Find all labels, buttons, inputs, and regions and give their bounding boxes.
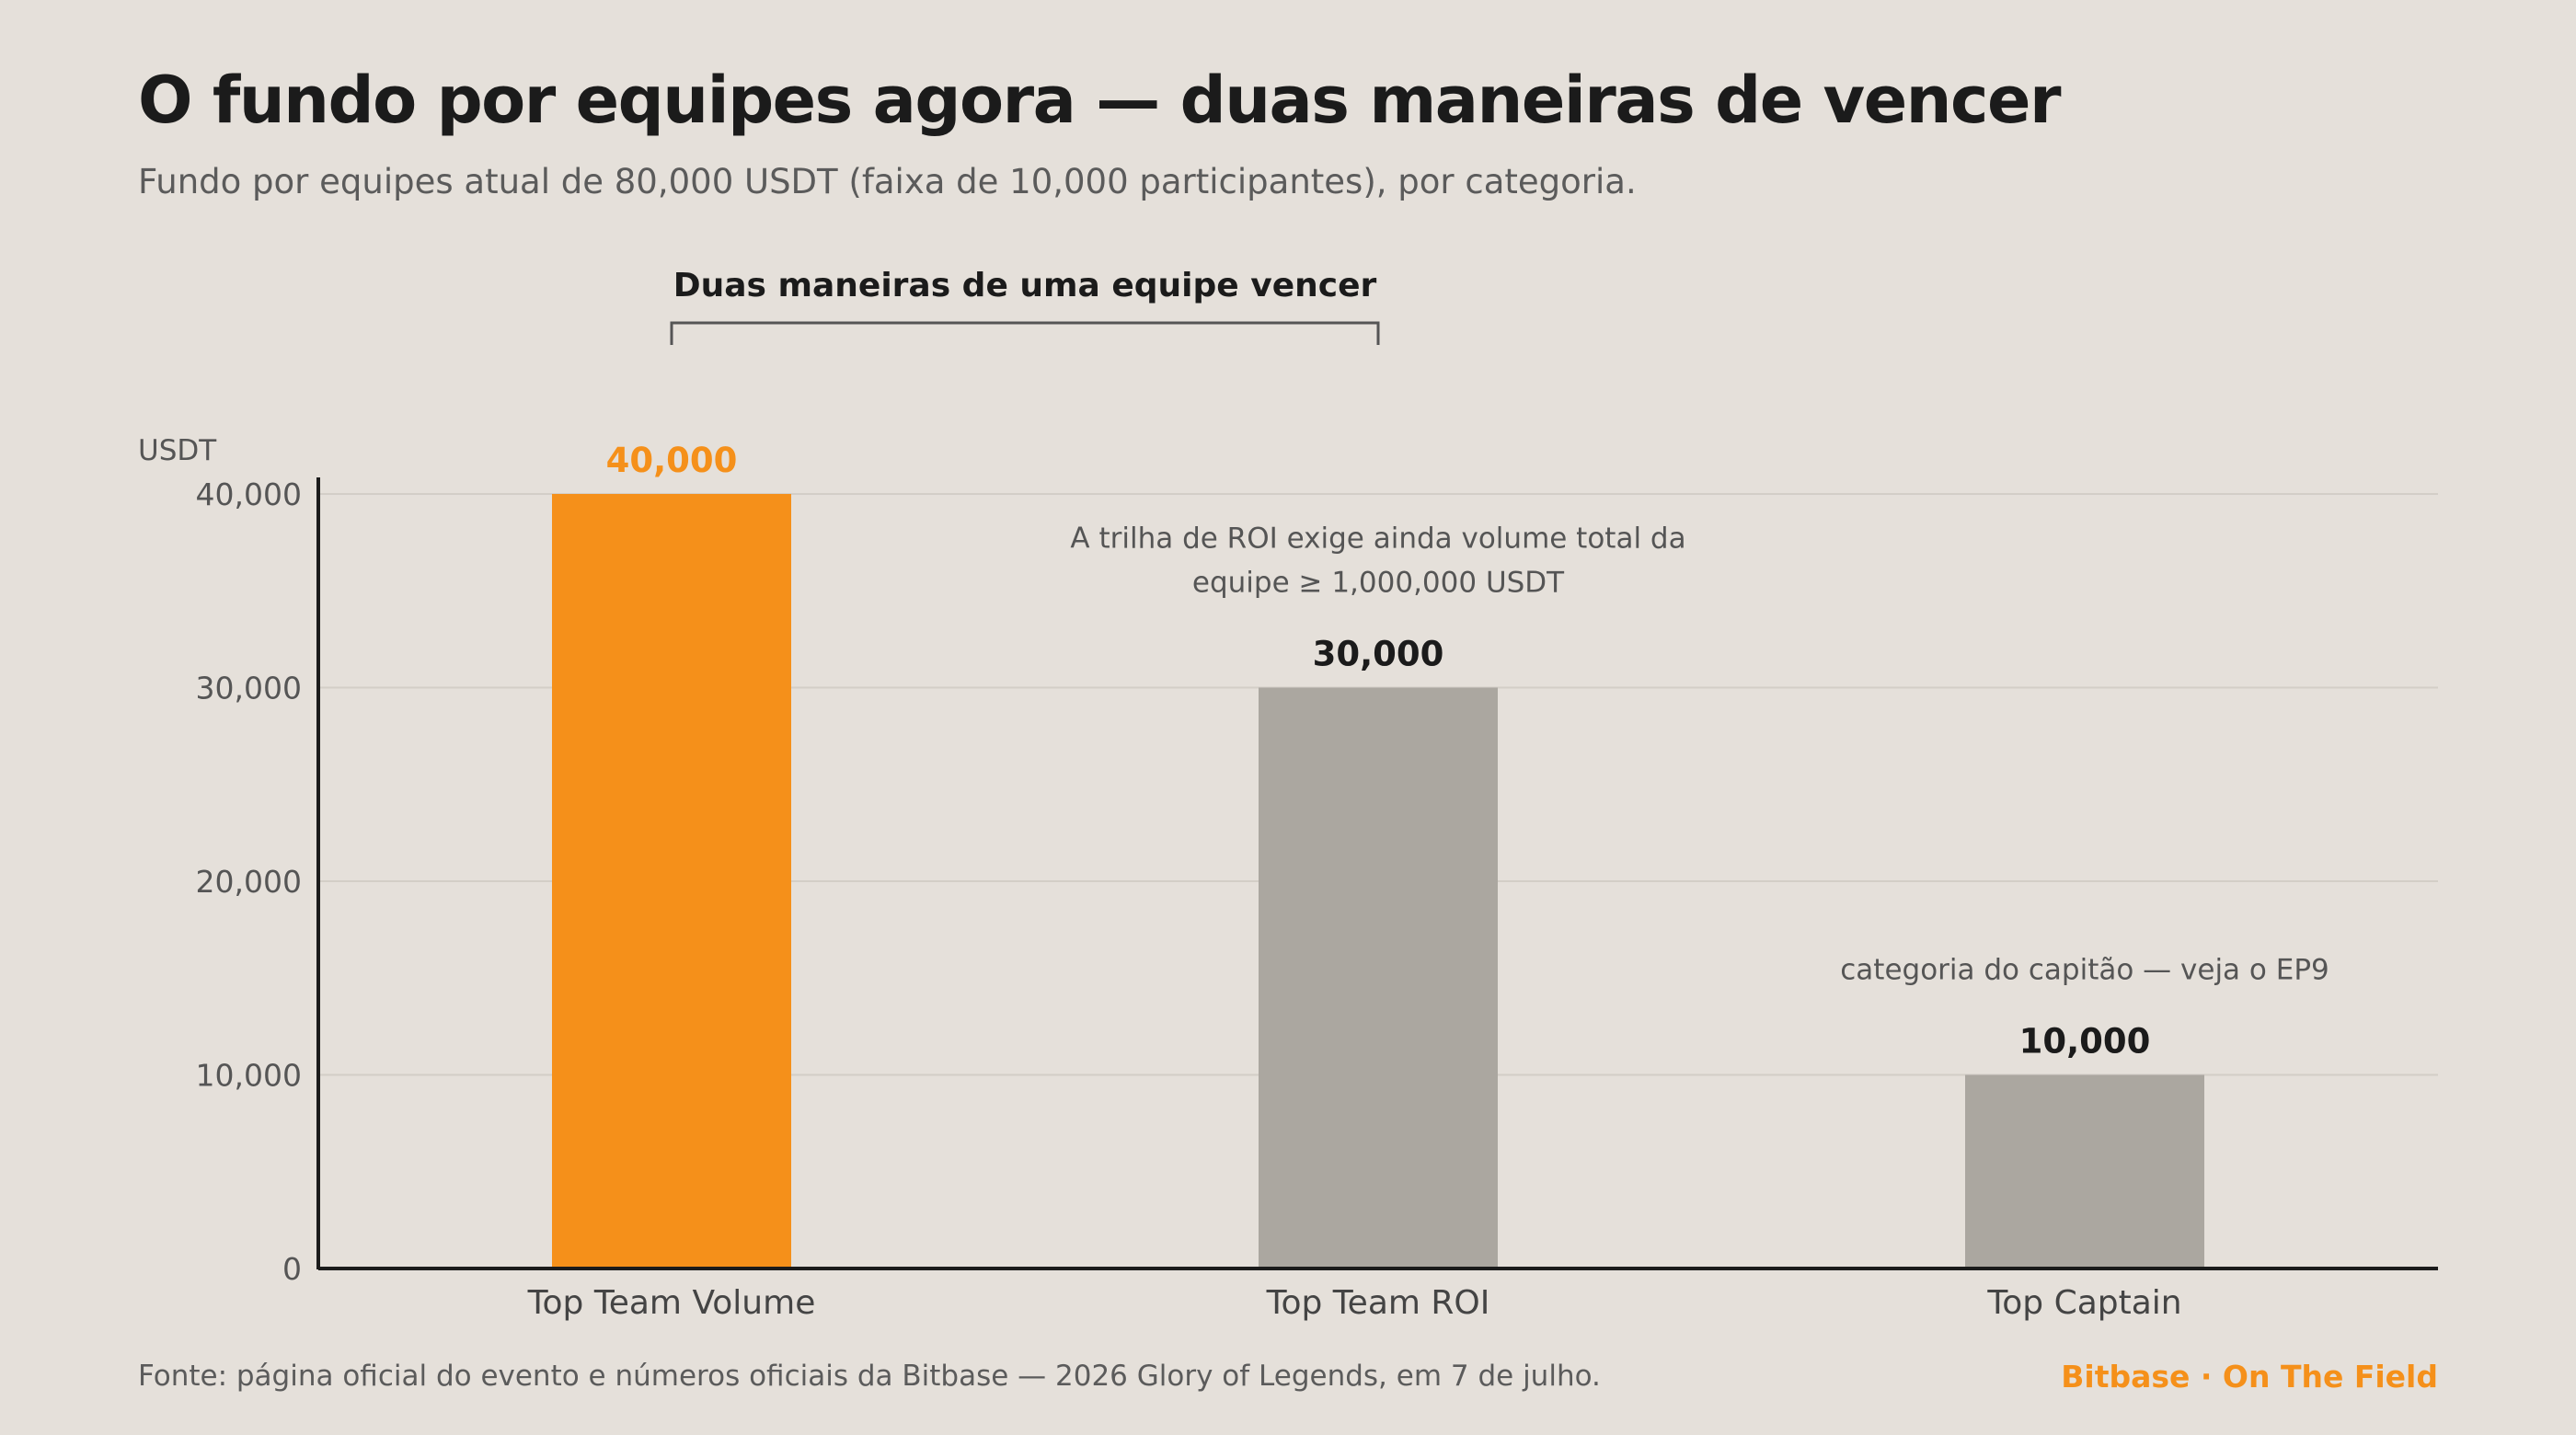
bar-top-team-volume <box>552 494 791 1269</box>
annotation-text: equipe ≥ 1,000,000 USDT <box>1192 567 1565 600</box>
y-tick-label: 30,000 <box>196 671 302 706</box>
category-label: Top Captain <box>1986 1284 2181 1322</box>
source-note: Fonte: página oficial do evento e número… <box>138 1360 1601 1393</box>
bracket-line <box>670 321 1380 345</box>
page-subtitle: Fundo por equipes atual de 80,000 USDT (… <box>138 162 1637 201</box>
bar-top-captain <box>1965 1074 2204 1269</box>
y-tick-label: 40,000 <box>196 476 302 512</box>
value-label: 40,000 <box>606 441 738 480</box>
bracket-label: Duas maneiras de uma equipe vencer <box>673 267 1377 304</box>
y-tick-label: 0 <box>282 1251 302 1287</box>
value-label: 30,000 <box>1313 635 1444 674</box>
category-label: Top Team Volume <box>527 1284 816 1322</box>
annotation-text: A trilha de ROI exige ainda volume total… <box>1070 522 1685 556</box>
brand-label: Bitbase · On The Field <box>2061 1359 2438 1395</box>
value-label: 10,000 <box>2019 1022 2151 1062</box>
category-label: Top Team ROI <box>1266 1284 1490 1322</box>
page-title: O fundo por equipes agora — duas maneira… <box>138 63 2062 138</box>
bar-top-team-roi <box>1259 687 1498 1269</box>
annotation-text: categoria do capitão — veja o EP9 <box>1840 954 2329 987</box>
y-tick-label: 20,000 <box>196 864 302 900</box>
y-tick-label: 10,000 <box>196 1058 302 1094</box>
y-axis-label: USDT <box>138 434 217 467</box>
